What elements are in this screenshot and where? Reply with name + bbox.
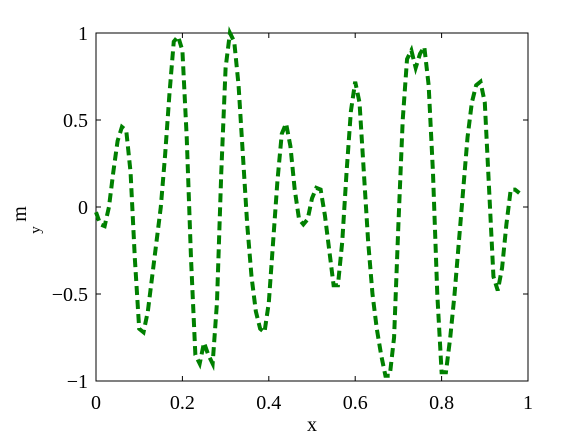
x-tick-label: 0.2 bbox=[170, 392, 195, 414]
y-tick-label: 0 bbox=[78, 197, 88, 219]
y-tick-label: 1 bbox=[78, 23, 88, 45]
x-tick-label: 0.8 bbox=[429, 392, 454, 414]
y-axis-label-group: m y bbox=[9, 206, 44, 234]
x-axis-label: x bbox=[307, 414, 317, 436]
y-tick-label: −0.5 bbox=[52, 284, 88, 306]
y-axis-label: m bbox=[9, 206, 31, 222]
x-tick-label: 0.4 bbox=[256, 392, 281, 414]
x-tick-label: 0 bbox=[91, 392, 101, 414]
x-tick-label: 0.6 bbox=[343, 392, 368, 414]
x-tick-label: 1 bbox=[523, 392, 533, 414]
data-line bbox=[94, 26, 521, 378]
y-tick-label: −1 bbox=[67, 371, 88, 393]
y-tick-label: 0.5 bbox=[63, 110, 88, 132]
y-axis-label-subscript: y bbox=[28, 226, 44, 234]
